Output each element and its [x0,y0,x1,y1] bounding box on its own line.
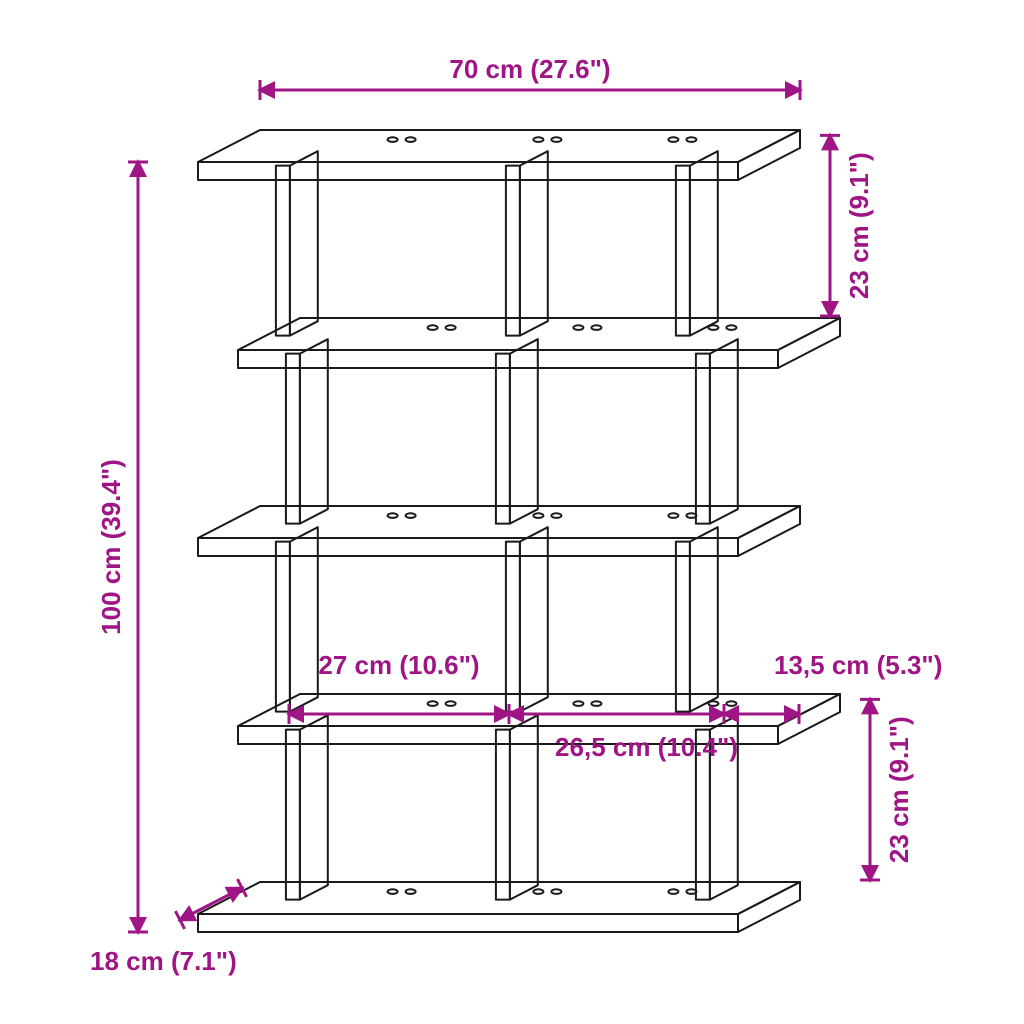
dim-height: 100 cm (39.4") [96,459,126,635]
dim-width: 70 cm (27.6") [449,54,610,84]
dim-seg-left: 27 cm (10.6") [318,650,479,680]
dim-seg-mid: 26,5 cm (10.4") [555,732,738,762]
dim-gap-bot: 23 cm (9.1") [884,716,914,863]
dim-gap-top: 23 cm (9.1") [844,152,874,299]
dimension-diagram: 70 cm (27.6") 100 cm (39.4") 23 cm (9.1") 2… [0,0,1024,1024]
dim-seg-right: 13,5 cm (5.3") [774,650,942,680]
dim-depth: 18 cm (7.1") [90,946,237,976]
